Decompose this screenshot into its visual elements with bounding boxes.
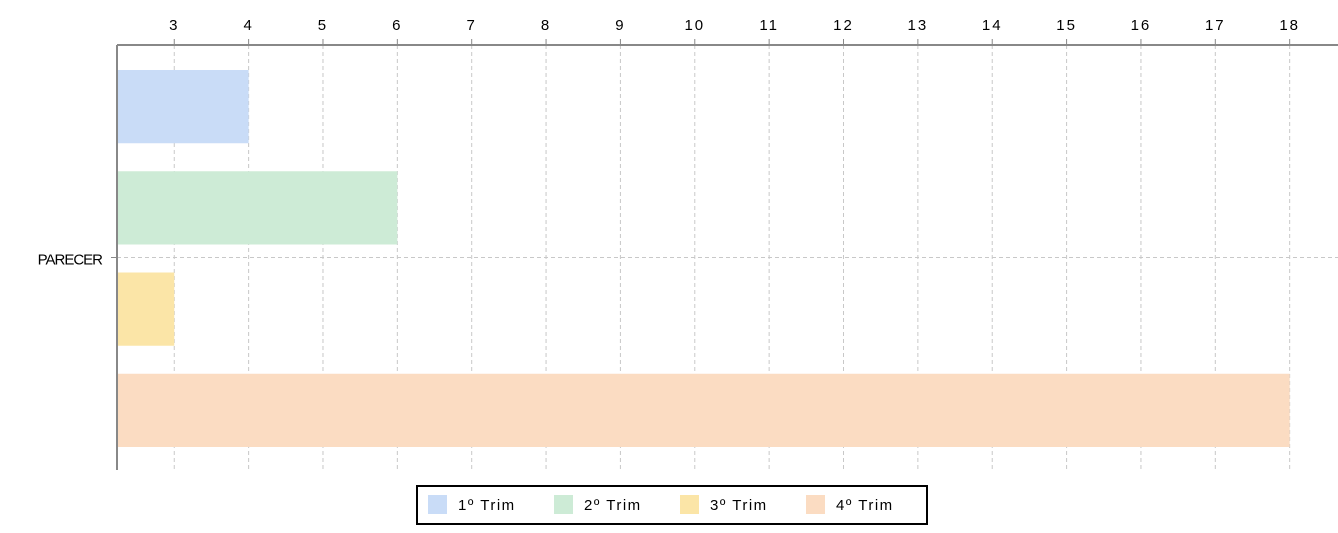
legend-swatch <box>806 495 825 514</box>
x-tick-label: 14 <box>982 17 1003 34</box>
bar <box>117 70 249 144</box>
legend-swatch <box>680 495 699 514</box>
y-tick-label: PARECER <box>38 251 104 268</box>
x-tick-label: 16 <box>1131 17 1152 34</box>
x-tick-label: 17 <box>1205 17 1226 34</box>
bar <box>117 171 398 245</box>
x-tick-label: 8 <box>541 17 551 34</box>
x-tick-label: 7 <box>467 17 477 34</box>
x-tick-label: 12 <box>833 17 854 34</box>
legend-label: 2º Trim <box>584 497 642 514</box>
x-tick-label: 6 <box>392 17 402 34</box>
x-tick-label: 18 <box>1279 17 1300 34</box>
legend-swatch <box>428 495 447 514</box>
x-tick-label: 15 <box>1056 17 1077 34</box>
x-tick-label: 5 <box>318 17 328 34</box>
legend-label: 1º Trim <box>458 497 516 514</box>
legend-box <box>416 485 928 525</box>
x-tick-label: 13 <box>908 17 929 34</box>
x-tick-label: 4 <box>243 17 253 34</box>
bar <box>117 373 1290 447</box>
legend-swatch <box>554 495 573 514</box>
x-tick-label: 3 <box>169 17 179 34</box>
x-tick-label: 11 <box>759 17 779 34</box>
x-tick-label: 10 <box>684 17 705 34</box>
legend-label: 4º Trim <box>836 497 894 514</box>
x-tick-label: 9 <box>615 17 625 34</box>
bar <box>117 272 175 346</box>
legend-label: 3º Trim <box>710 497 768 514</box>
